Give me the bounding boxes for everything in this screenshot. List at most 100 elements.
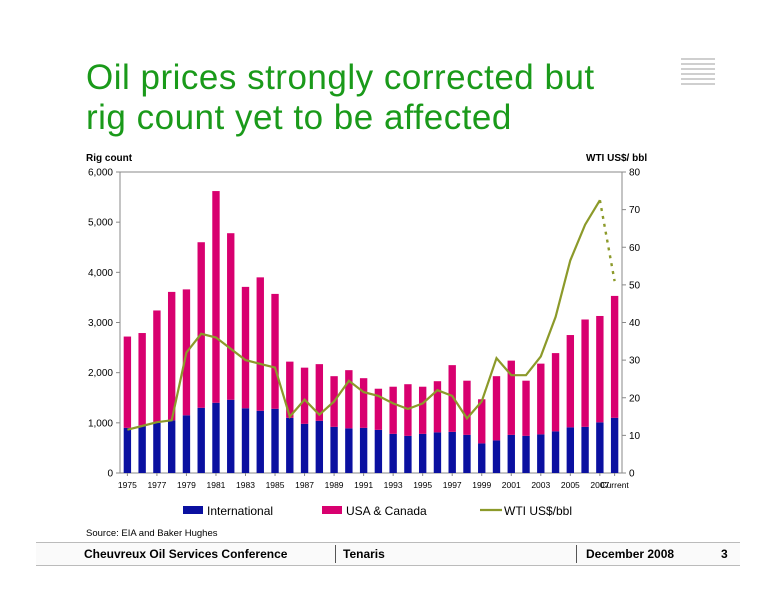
- legend-swatch-usa-canada: [322, 506, 342, 514]
- bar-international: [404, 435, 412, 473]
- x-axis-tick-label: 2003: [531, 480, 550, 490]
- bar-international: [566, 427, 575, 473]
- bar-international: [478, 443, 486, 473]
- right-axis-tick-label: 60: [629, 243, 641, 254]
- right-axis-tick-label: 30: [629, 356, 641, 367]
- bar-usa-canada: [241, 286, 250, 409]
- x-axis-tick-label: 2007: [590, 480, 609, 490]
- right-axis-tick-label: 80: [629, 168, 641, 179]
- bar-usa-canada: [197, 242, 205, 408]
- bar-international: [167, 420, 176, 473]
- bar-international: [537, 434, 545, 473]
- right-axis-tick-label: 50: [629, 280, 641, 291]
- x-axis-tick-label: 1975: [118, 480, 137, 490]
- bar-international: [138, 425, 146, 473]
- footer-company: Tenaris: [343, 547, 385, 561]
- slide-title: Oil prices strongly corrected but rig co…: [86, 58, 666, 138]
- bar-usa-canada: [167, 291, 176, 421]
- bar-international: [123, 427, 132, 473]
- x-axis-tick-label: 1981: [207, 480, 226, 490]
- bar-usa-canada: [359, 378, 368, 428]
- bar-international: [463, 434, 471, 473]
- right-axis-tick-label: 40: [629, 318, 641, 329]
- bar-international: [256, 410, 264, 473]
- bar-usa-canada: [138, 333, 146, 426]
- bar-international: [241, 408, 250, 473]
- legend-label-international: International: [207, 504, 273, 518]
- bar-international: [197, 407, 205, 473]
- bar-usa-canada: [596, 315, 604, 423]
- footer-conference: Cheuvreux Oil Services Conference: [84, 547, 288, 561]
- footer-divider: [576, 545, 577, 563]
- bar-international: [522, 435, 530, 473]
- bar-usa-canada: [478, 399, 486, 444]
- bar-usa-canada: [256, 277, 264, 411]
- x-axis-tick-label: 1983: [236, 480, 255, 490]
- x-axis-tick-label: 1991: [354, 480, 373, 490]
- bar-international: [227, 399, 235, 473]
- bar-international: [610, 417, 619, 473]
- bar-usa-canada: [286, 361, 294, 418]
- bar-international: [315, 420, 324, 473]
- left-axis-tick-label: 0: [107, 469, 113, 480]
- bar-international: [271, 408, 279, 473]
- footer-divider: [335, 545, 336, 563]
- title-line-1: Oil prices strongly corrected but: [86, 58, 595, 97]
- bar-usa-canada: [492, 376, 501, 441]
- bar-usa-canada: [300, 367, 309, 424]
- wti-price-line: [127, 199, 601, 431]
- left-axis-tick-label: 3,000: [88, 318, 113, 329]
- bar-international: [551, 431, 560, 473]
- bar-usa-canada: [123, 336, 132, 428]
- left-axis-tick-label: 5,000: [88, 218, 113, 229]
- bar-international: [153, 422, 161, 473]
- right-axis-tick-label: 10: [629, 431, 641, 442]
- bar-international: [182, 415, 191, 473]
- bar-usa-canada: [448, 365, 456, 432]
- source-note: Source: EIA and Baker Hughes: [86, 528, 218, 539]
- bar-usa-canada: [315, 364, 324, 421]
- bar-usa-canada: [433, 381, 442, 433]
- bar-international: [492, 440, 501, 473]
- bar-usa-canada: [463, 380, 471, 435]
- right-axis-tick-label: 0: [629, 469, 635, 480]
- bar-usa-canada: [389, 386, 397, 434]
- bar-usa-canada: [551, 353, 560, 432]
- bar-international: [330, 426, 338, 473]
- bar-international: [581, 426, 589, 473]
- bar-usa-canada: [345, 370, 353, 429]
- footer-bar: Cheuvreux Oil Services Conference Tenari…: [36, 542, 740, 566]
- title-line-2: rig count yet to be affected: [86, 98, 512, 137]
- bar-usa-canada: [610, 295, 619, 418]
- bar-international: [345, 428, 353, 473]
- bar-international: [359, 427, 368, 473]
- bar-international: [418, 433, 427, 473]
- bar-usa-canada: [566, 335, 575, 428]
- x-axis-tick-label: Current: [600, 480, 629, 490]
- left-axis-tick-label: 6,000: [88, 168, 113, 179]
- legend-label-wti: WTI US$/bbl: [504, 504, 572, 518]
- x-axis-tick-label: 1987: [295, 480, 314, 490]
- company-logo-icon: [681, 58, 715, 88]
- bar-usa-canada: [153, 310, 161, 423]
- x-axis-tick-label: 1985: [266, 480, 285, 490]
- x-axis-tick-label: 1997: [443, 480, 462, 490]
- bar-international: [212, 402, 220, 473]
- left-axis-tick-label: 2,000: [88, 368, 113, 379]
- x-axis-tick-label: 1979: [177, 480, 196, 490]
- bar-usa-canada: [537, 363, 545, 435]
- bar-usa-canada: [271, 293, 279, 409]
- footer-date: December 2008: [586, 547, 675, 561]
- bar-usa-canada: [581, 319, 589, 427]
- x-axis-tick-label: 2001: [502, 480, 521, 490]
- x-axis-tick-label: 1995: [413, 480, 432, 490]
- bar-usa-canada: [374, 388, 383, 430]
- legend-swatch-international: [183, 506, 203, 514]
- bar-usa-canada: [227, 233, 235, 400]
- bar-international: [433, 432, 442, 473]
- left-axis-title: Rig count: [86, 153, 133, 164]
- left-axis-tick-label: 4,000: [88, 268, 113, 279]
- wti-price-line-projection: [598, 199, 616, 282]
- x-axis-tick-label: 1993: [384, 480, 403, 490]
